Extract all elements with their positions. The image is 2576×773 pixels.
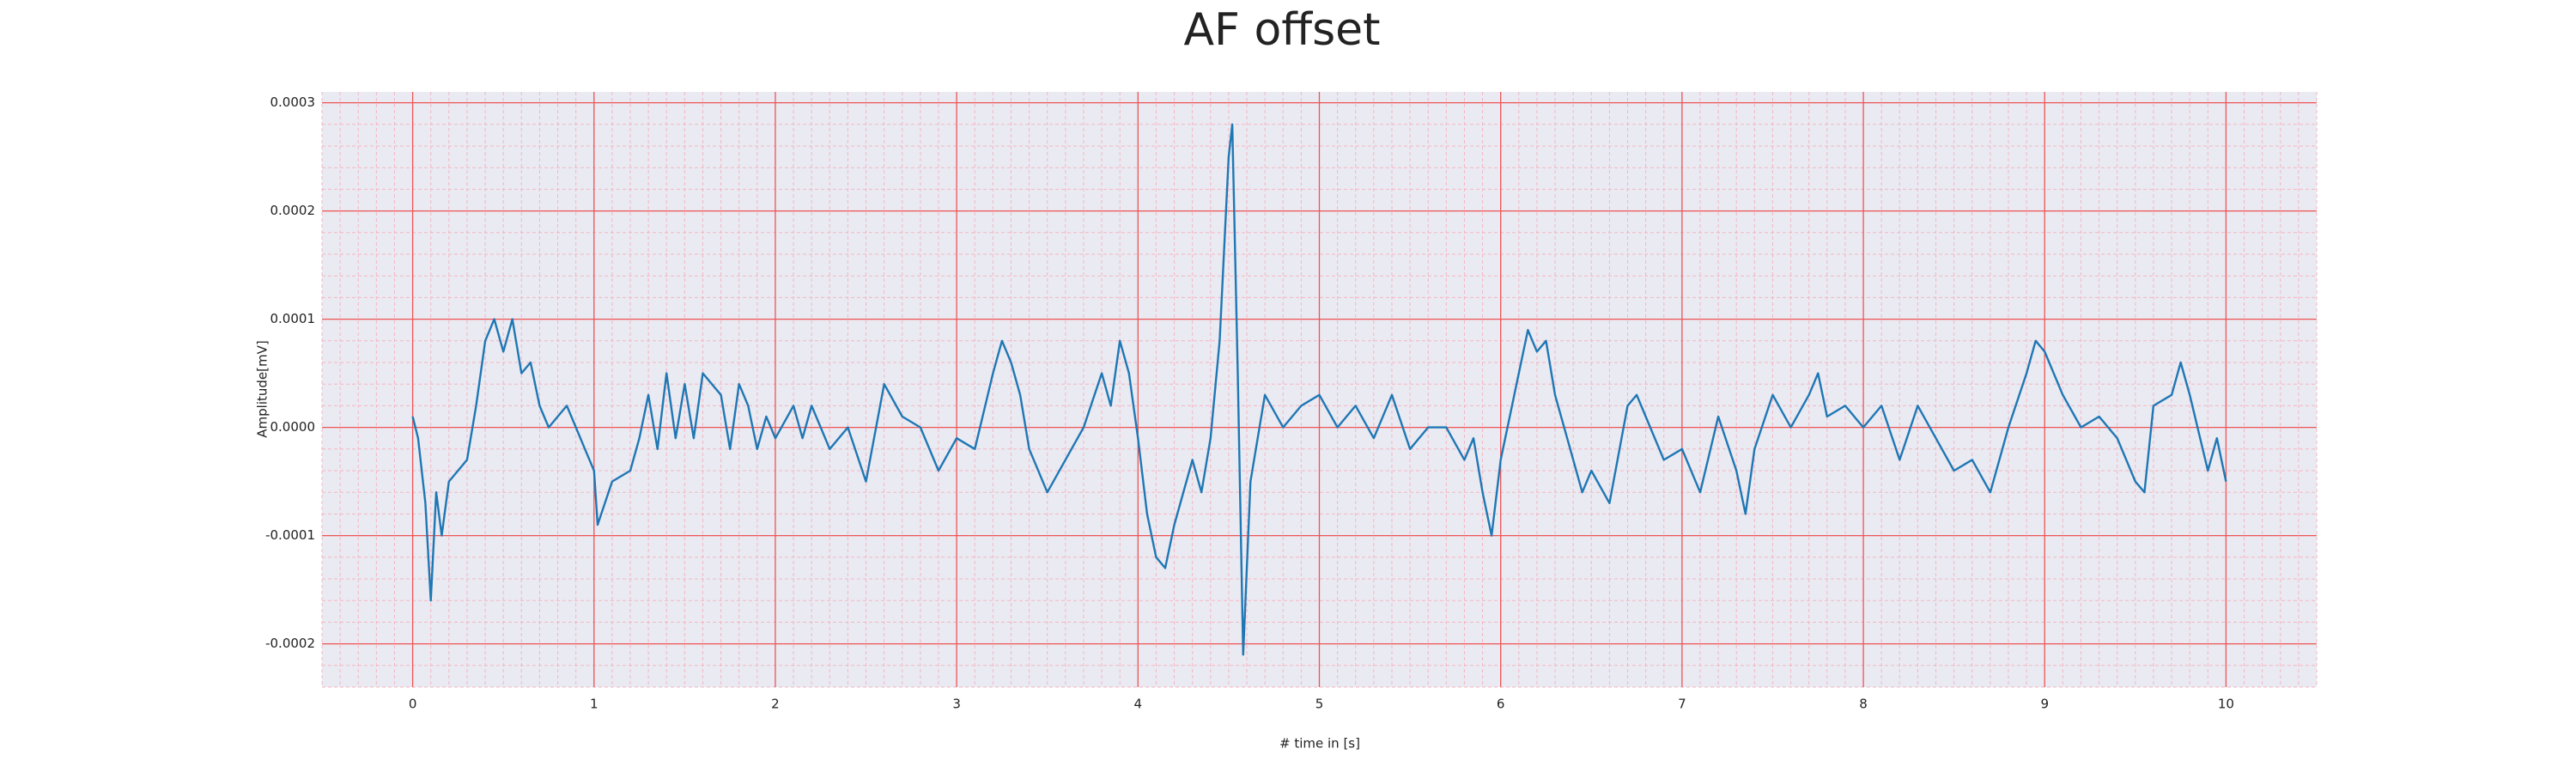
x-tick-label: 10 — [2218, 697, 2234, 712]
x-tick-label: 8 — [1859, 697, 1868, 712]
y-tick-label: 0.0000 — [270, 419, 316, 435]
data-line — [411, 123, 2227, 656]
x-tick-label: 0 — [409, 697, 417, 712]
x-tick-label: 7 — [1678, 697, 1686, 712]
x-tick-label: 5 — [1315, 697, 1324, 712]
x-tick-label: 1 — [590, 697, 598, 712]
y-tick-label: -0.0001 — [265, 527, 315, 543]
y-tick-label: 0.0003 — [270, 94, 316, 110]
x-tick-label: 6 — [1497, 697, 1505, 712]
x-axis-label: # time in [s] — [1279, 736, 1360, 752]
y-tick-label: 0.0001 — [270, 311, 316, 326]
chart-title: AF offset — [1183, 4, 1380, 56]
y-tick-label: 0.0002 — [270, 203, 316, 218]
x-tick-label: 9 — [2040, 697, 2049, 712]
x-tick-label: 2 — [771, 697, 780, 712]
x-tick-label: 3 — [952, 697, 961, 712]
y-axis-label: Amplitude[mV] — [255, 340, 270, 437]
x-tick-label: 4 — [1134, 697, 1143, 712]
y-tick-label: -0.0002 — [265, 636, 315, 651]
